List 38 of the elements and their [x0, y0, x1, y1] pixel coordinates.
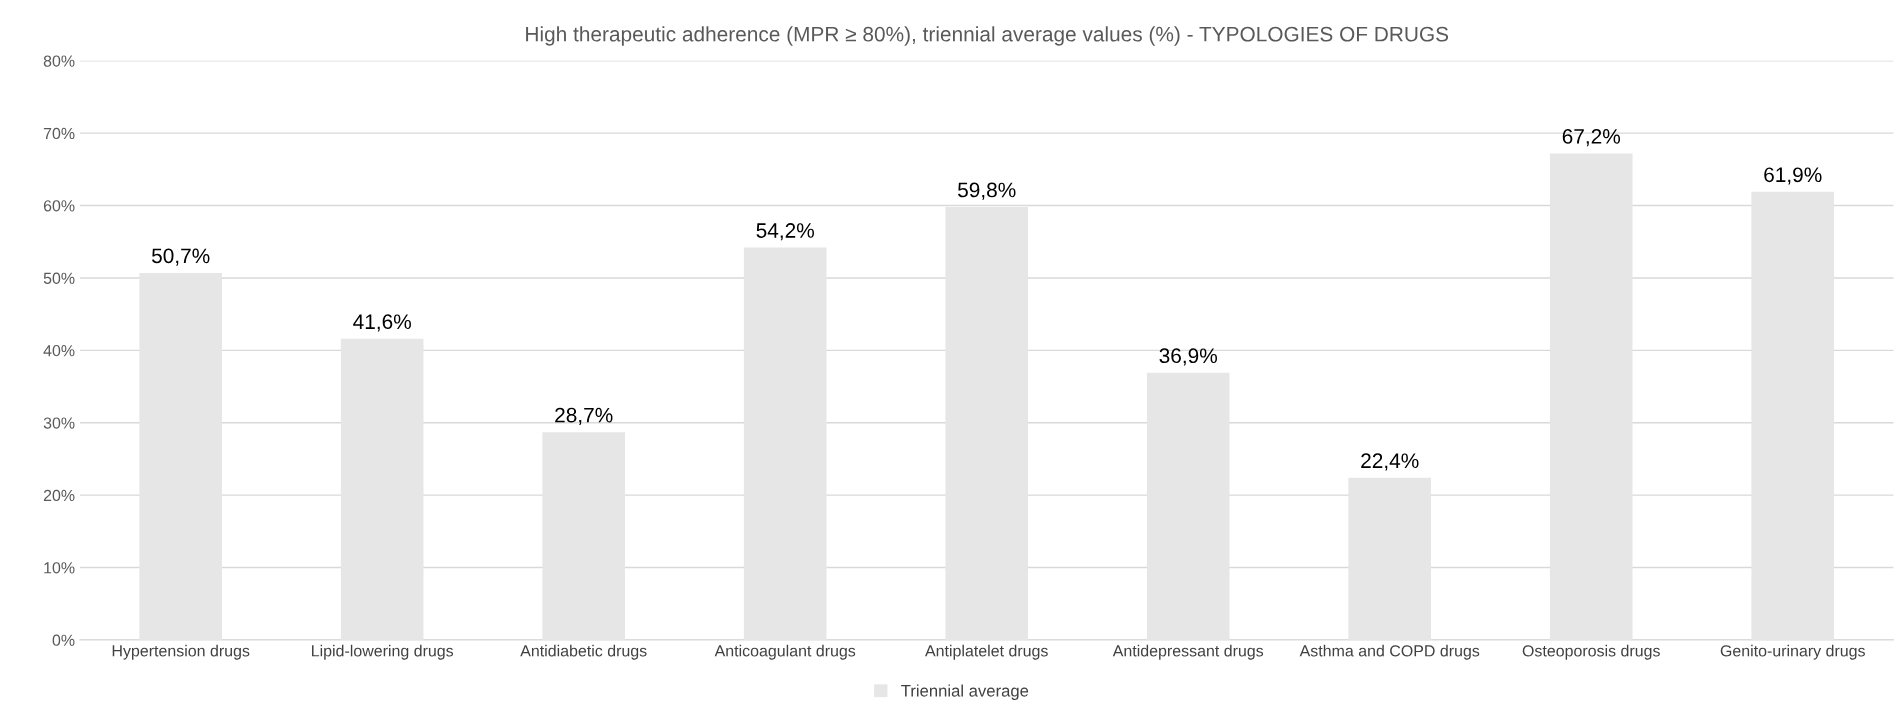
x-tick-label: Asthma and COPD drugs [1299, 644, 1480, 660]
y-tick-label: 40% [43, 344, 75, 357]
x-tick-label: Osteoporosis drugs [1522, 644, 1660, 660]
chart-title: High therapeutic adherence (MPR ≥ 80%), triennial average values (%) - TYPOLOGIES OF DRUGS [526, 26, 1449, 46]
bar [340, 338, 424, 640]
bar [1549, 153, 1633, 640]
data-label: 67,2% [1562, 129, 1621, 147]
x-tick-label: Anticoagulant drugs [714, 644, 856, 660]
data-label: 41,6% [353, 314, 411, 332]
y-tick-label: 20% [43, 489, 75, 502]
bar [743, 247, 827, 640]
y-tick-label: 0% [52, 634, 75, 646]
bar [139, 272, 222, 640]
y-tick-label: 10% [44, 562, 75, 574]
y-tick-label: 80% [43, 55, 75, 67]
data-label: 22,4% [1361, 453, 1419, 471]
bar [1146, 372, 1230, 640]
bar [542, 432, 625, 640]
legend-label: Triennial average [901, 684, 1029, 700]
y-tick-label: 50% [43, 272, 75, 284]
data-label: 61,9% [1764, 167, 1822, 185]
x-tick-label: Antiplatelet drugs [925, 644, 1048, 660]
data-label: 36,9% [1159, 348, 1218, 366]
x-tick-label: Hypertension drugs [112, 644, 250, 660]
data-label: 59,8% [958, 182, 1016, 200]
data-label: 28,7% [555, 407, 613, 425]
x-tick-label: Lipid-lowering drugs [312, 644, 454, 660]
y-tick-label: 70% [43, 127, 75, 140]
data-label: 50,7% [151, 248, 210, 266]
x-tick-label: Antidiabetic drugs [520, 644, 647, 660]
y-tick-label: 60% [43, 200, 75, 212]
y-tick-label: 30% [43, 417, 75, 429]
bar [945, 207, 1029, 640]
bar [1348, 477, 1432, 640]
data-label: 54,2% [756, 223, 814, 241]
x-tick-label: Genito-urinary drugs [1720, 644, 1865, 660]
x-tick-label: Antidepressant drugs [1112, 644, 1264, 660]
bar [1751, 191, 1835, 640]
